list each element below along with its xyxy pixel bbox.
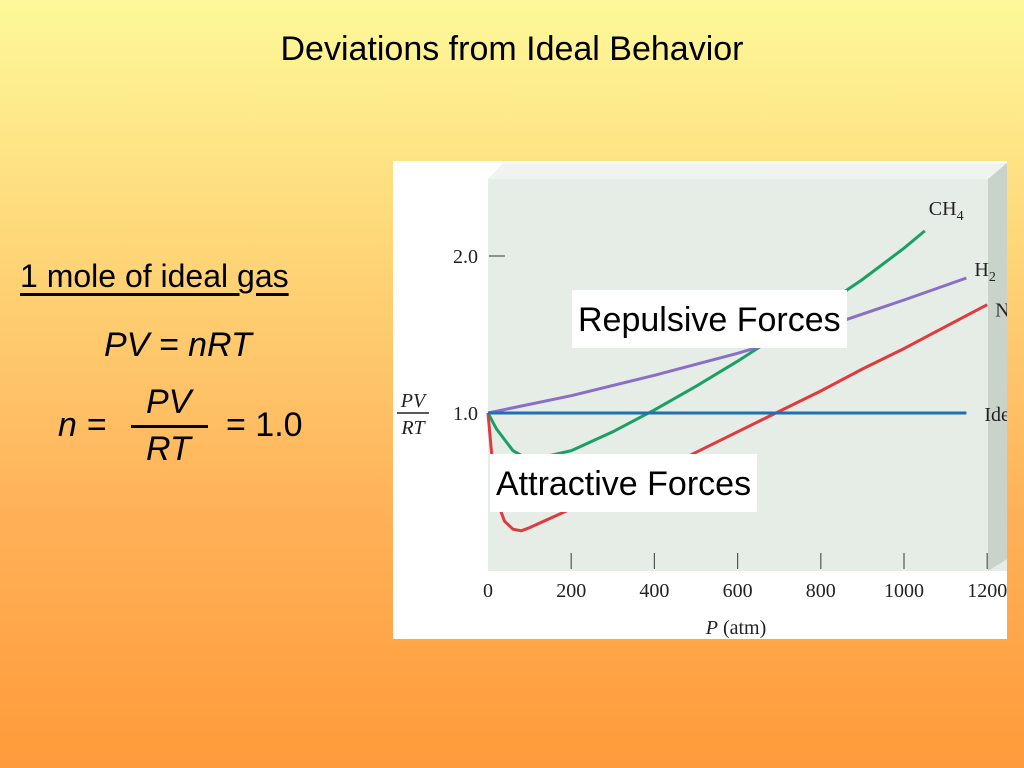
x-tick-label: 800	[806, 580, 836, 602]
y-axis-label-numerator: PV	[400, 390, 428, 412]
y-tick-label: 1.0	[453, 403, 478, 425]
attractive-forces-callout: Attractive Forces	[490, 454, 758, 512]
moles-lhs: n =	[58, 406, 107, 444]
x-tick-label: 400	[639, 580, 669, 602]
repulsive-forces-callout: Repulsive Forces	[572, 290, 847, 348]
x-tick-label: 1200	[967, 580, 1007, 602]
chart-svg: 0 200 400 600 800 1000 1200 1.0 2.0 P (atm) PV RT C…	[393, 161, 1007, 639]
compressibility-chart: 0 200 400 600 800 1000 1200 1.0 2.0 P (atm) PV RT C…	[393, 161, 1007, 639]
x-tick-label: 200	[556, 580, 586, 602]
ideal-gas-heading: 1 mole of ideal gas	[20, 258, 289, 294]
y-tick-label: 2.0	[453, 246, 478, 268]
x-tick-label: 600	[723, 580, 753, 602]
slide-title: Deviations from Ideal Behavior	[280, 30, 744, 68]
series-label: Ideal gas	[984, 404, 1007, 426]
ideal-gas-law: PV = nRT	[104, 326, 252, 364]
series-label: CH4	[929, 198, 964, 224]
moles-rhs: = 1.0	[226, 406, 303, 444]
x-tick-label: 1000	[884, 580, 924, 602]
series-label: H2	[974, 259, 995, 285]
plot-side-face	[988, 163, 1007, 571]
fraction-bar	[131, 425, 208, 428]
fraction-numerator: PV	[146, 383, 192, 421]
series-line-ch4	[486, 229, 926, 462]
x-tick-label: 0	[483, 580, 493, 602]
plot-top-face	[488, 163, 1007, 179]
x-axis-label: P (atm)	[705, 617, 767, 639]
fraction-denominator: RT	[146, 430, 191, 468]
series-line-h2	[487, 276, 967, 415]
series-label: NH3	[995, 300, 1007, 326]
y-axis-label-denominator: RT	[400, 417, 426, 439]
